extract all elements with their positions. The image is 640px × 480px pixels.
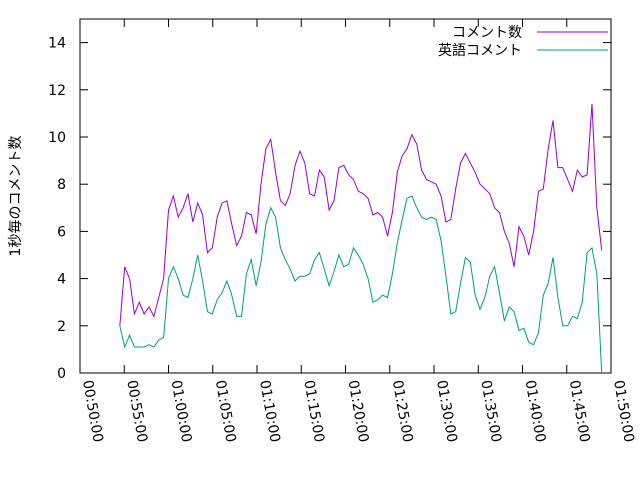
x-tick-label: 00:50:00 <box>79 379 106 444</box>
x-tick-label: 01:05:00 <box>212 379 239 444</box>
x-tick-label: 01:35:00 <box>477 379 504 444</box>
x-tick-label: 01:00:00 <box>168 379 195 444</box>
y-tick-label: 8 <box>57 177 66 193</box>
y-tick-label: 2 <box>57 319 66 335</box>
x-tick-label: 01:45:00 <box>566 379 593 444</box>
x-tick-label: 00:55:00 <box>123 379 150 444</box>
series-line <box>119 195 603 374</box>
y-axis-label: 1秒毎のコメント数 <box>8 136 24 257</box>
x-tick-label: 01:40:00 <box>522 379 549 444</box>
y-tick-label: 6 <box>57 224 66 240</box>
series-line <box>119 103 603 326</box>
plot-border <box>79 18 612 374</box>
x-tick-label: 01:15:00 <box>300 379 327 444</box>
x-tick-label: 01:20:00 <box>345 379 372 444</box>
y-tick-label: 10 <box>48 130 66 146</box>
x-tick-label: 01:10:00 <box>256 379 283 444</box>
legend-label: コメント数 <box>452 25 522 41</box>
x-tick-label: 01:25:00 <box>389 379 416 444</box>
y-tick-label: 14 <box>48 36 66 52</box>
legend-label: 英語コメント <box>438 42 522 59</box>
y-tick-label: 4 <box>57 272 66 288</box>
y-tick-label: 12 <box>48 83 66 99</box>
x-tick-label: 01:30:00 <box>433 379 460 444</box>
y-tick-label: 0 <box>57 366 66 382</box>
x-tick-label: 01:50:00 <box>610 379 637 444</box>
